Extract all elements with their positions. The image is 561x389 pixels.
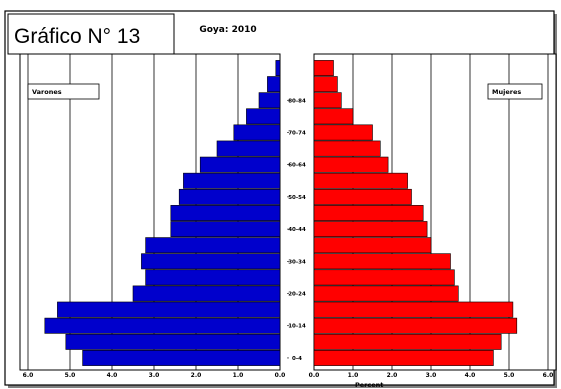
female-bar-15 <box>313 108 354 125</box>
female-bar-16 <box>313 92 342 109</box>
male-bar-17 <box>267 76 281 93</box>
female-bar-6 <box>313 253 451 270</box>
male-bar-5 <box>145 269 281 286</box>
age-group-label: 50-54 <box>288 195 306 201</box>
female-legend-label: Mujeres <box>492 88 521 96</box>
female-bar-3 <box>313 301 514 318</box>
chart-title: Goya: 2010 <box>199 25 256 35</box>
male-x-tick-label: 4.0 <box>107 372 118 379</box>
male-x-tick-label: 1.0 <box>233 372 244 379</box>
caption-box <box>7 13 175 55</box>
male-bar-11 <box>183 172 281 189</box>
male-bar-4 <box>132 285 281 302</box>
female-bar-1 <box>313 333 502 350</box>
male-bar-10 <box>178 188 281 205</box>
female-bar-13 <box>313 140 381 157</box>
male-bar-14 <box>233 124 281 141</box>
male-bar-1 <box>65 333 281 350</box>
female-bar-5 <box>313 269 455 286</box>
male-bar-9 <box>170 205 281 221</box>
male-bar-3 <box>57 301 281 318</box>
male-bar-0 <box>82 349 281 366</box>
female-bar-10 <box>313 188 412 205</box>
figure-caption: Gráfico N° 13 <box>14 25 140 48</box>
female-plot-panel <box>313 53 557 371</box>
female-bar-11 <box>313 172 408 189</box>
female-x-tick-label: 3.0 <box>426 372 437 379</box>
female-bar-4 <box>313 285 459 302</box>
female-bar-8 <box>313 221 428 238</box>
male-bar-18 <box>275 60 281 77</box>
female-bar-12 <box>313 156 389 173</box>
age-group-label: 40-44 <box>288 227 306 233</box>
female-bar-14 <box>313 124 373 141</box>
age-group-label: 70-74 <box>288 130 306 136</box>
age-group-label: 60-64 <box>288 163 306 169</box>
female-x-tick-label: 1.0 <box>348 372 359 379</box>
female-bar-9 <box>313 205 424 221</box>
age-group-label: 80-84 <box>288 98 306 104</box>
age-group-label: 30-34 <box>288 259 306 265</box>
male-legend-label: Varones <box>32 88 62 96</box>
male-legend-box <box>27 83 100 100</box>
male-plot-panel <box>19 53 281 371</box>
male-bar-6 <box>141 253 281 270</box>
female-bar-2 <box>313 317 518 334</box>
female-x-tick-label: 2.0 <box>387 372 398 379</box>
female-bar-17 <box>313 76 338 93</box>
male-bar-8 <box>170 221 281 238</box>
female-bar-18 <box>313 60 334 77</box>
female-x-tick-label: 0.0 <box>309 372 320 379</box>
female-x-tick-label: 6.0 <box>543 372 554 379</box>
age-group-labels: 0-4 10-14 20-24 30-34 40-44 50-54 60-64 70-74 80… <box>287 98 306 362</box>
female-bar-7 <box>313 237 432 254</box>
female-legend-box <box>487 83 543 100</box>
female-x-tick-label: 4.0 <box>465 372 476 379</box>
male-bar-13 <box>216 140 281 157</box>
male-bar-12 <box>199 156 281 173</box>
x-axis-label: Percent <box>355 381 383 389</box>
male-x-tick-label: 2.0 <box>191 372 202 379</box>
male-x-tick-label: 5.0 <box>65 372 76 379</box>
age-group-label: 0-4 <box>292 356 302 362</box>
age-group-label: 20-24 <box>288 292 306 298</box>
male-bar-7 <box>145 237 281 254</box>
male-bar-15 <box>246 108 281 125</box>
male-bar-2 <box>44 317 281 334</box>
age-group-label: 10-14 <box>288 324 306 330</box>
x-axis-ticks: 6.0 0.0 5.0 1.0 4.0 2.0 3.0 3.0 2.0 4.0 1.0 5.0 0.0 6… <box>23 372 554 379</box>
male-x-tick-label: 3.0 <box>149 372 160 379</box>
male-bar-16 <box>258 92 281 109</box>
male-x-tick-label: 0.0 <box>275 372 286 379</box>
female-bar-0 <box>313 349 494 366</box>
male-x-tick-label: 6.0 <box>23 372 34 379</box>
female-x-tick-label: 5.0 <box>504 372 515 379</box>
